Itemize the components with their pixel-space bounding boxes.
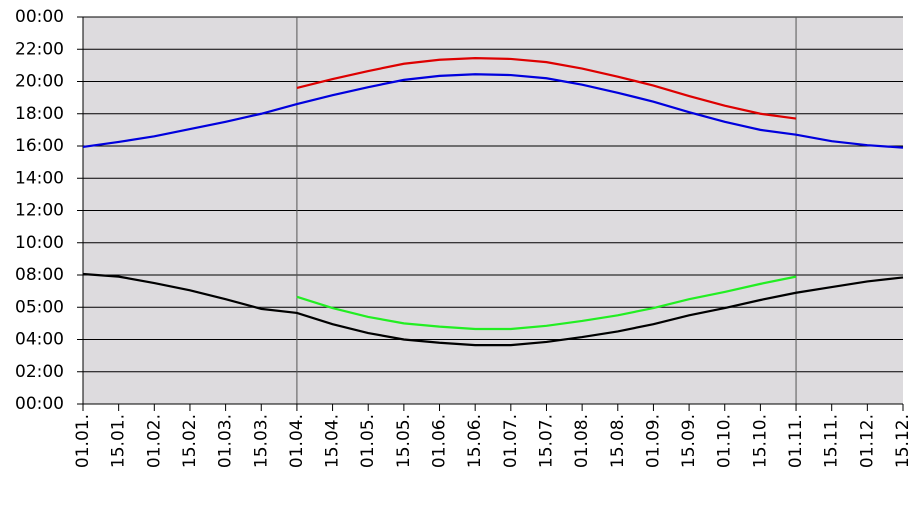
x-tick-label: 01.12.: [857, 414, 877, 468]
series-line: [82, 272, 904, 347]
y-tick-label: 22:00: [15, 39, 64, 59]
x-tick-label: 01.08.: [572, 414, 592, 468]
y-tick-label: 00:00: [15, 394, 64, 414]
x-tick-label: 01.09.: [643, 414, 663, 468]
y-tick-label: 20:00: [15, 72, 64, 92]
x-tick-label: 15.07.: [536, 414, 556, 468]
x-tick-label: 01.10.: [715, 414, 735, 468]
x-tick-label: 01.02.: [144, 414, 164, 468]
x-tick-label: 15.08.: [608, 414, 628, 468]
y-tick-label: 08:00: [15, 265, 64, 285]
y-tick-label: 04:00: [15, 330, 64, 350]
x-tick-label: 15.09.: [679, 414, 699, 468]
y-tick-label: 14:00: [15, 168, 64, 188]
x-tick-label: 15.06.: [465, 414, 485, 468]
y-tick-label: 02:00: [15, 362, 64, 382]
series-line: [82, 73, 904, 149]
x-tick-label: 01.03.: [216, 414, 236, 468]
series-line: [296, 57, 797, 120]
y-tick-label: 18:00: [15, 104, 64, 124]
y-tick-label: 05:00: [15, 297, 64, 317]
x-tick-label: 01.05.: [358, 414, 378, 468]
x-tick-label: 15.02.: [180, 414, 200, 468]
x-tick-label: 01.07.: [501, 414, 521, 468]
series-line: [296, 275, 797, 331]
x-tick-label: 01.04.: [287, 414, 307, 468]
x-tick-label: 15.11.: [822, 414, 842, 468]
x-tick-label: 01.06.: [430, 414, 450, 468]
x-tick-label: 15.04.: [323, 414, 343, 468]
y-tick-label: 00:00: [15, 7, 64, 27]
x-tick-label: 15.12.: [893, 414, 910, 468]
x-tick-label: 15.03.: [251, 414, 271, 468]
x-tick-label: 15.05.: [394, 414, 414, 468]
y-tick-label: 10:00: [15, 233, 64, 253]
x-tick-label: 15.10.: [750, 414, 770, 468]
x-tick-label: 01.11.: [786, 414, 806, 468]
y-tick-label: 12:00: [15, 201, 64, 221]
x-tick-label: 15.01.: [109, 414, 129, 468]
y-tick-label: 16:00: [15, 136, 64, 156]
x-tick-label: 01.01.: [73, 414, 93, 468]
